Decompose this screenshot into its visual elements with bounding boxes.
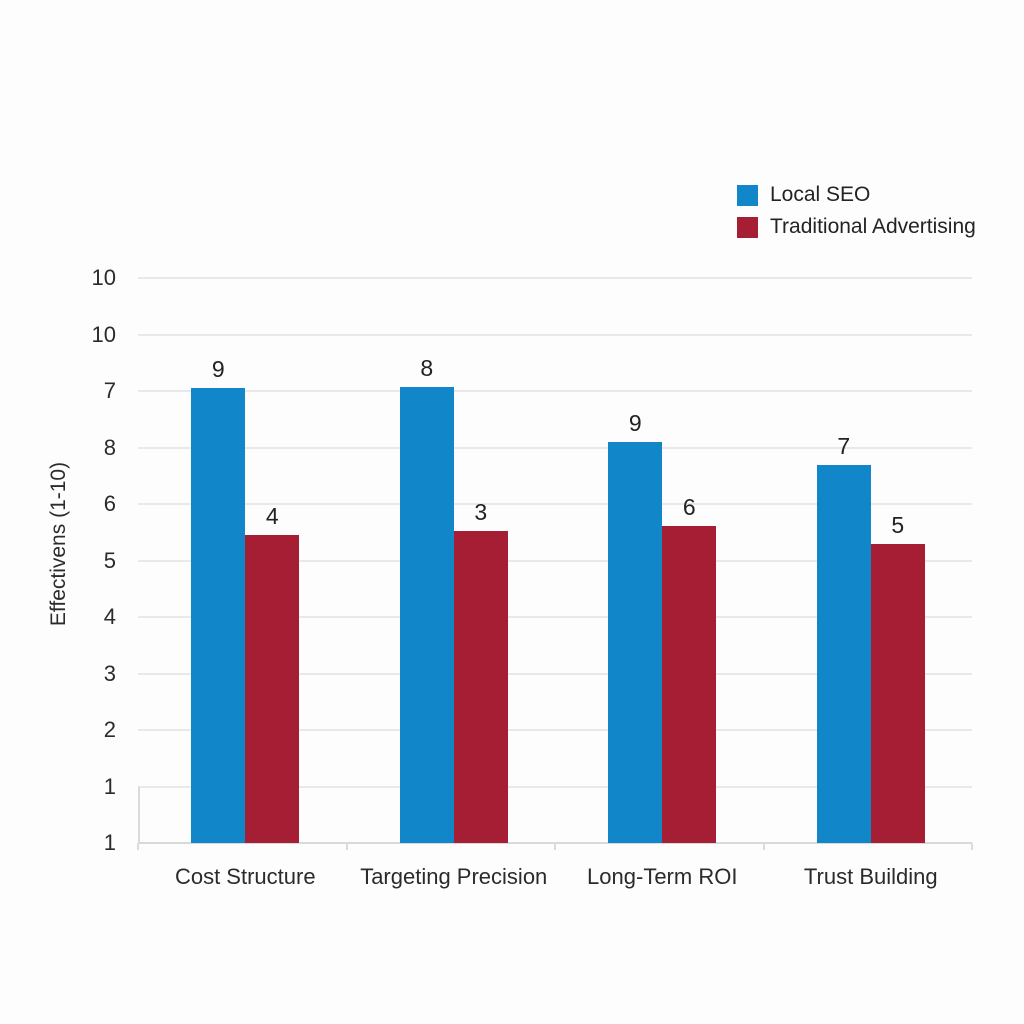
y-tick-label: 4 <box>103 604 116 629</box>
legend-swatch-icon <box>737 216 758 238</box>
x-axis-tick <box>554 843 556 850</box>
bar-value-label: 5 <box>891 512 905 539</box>
y-tick-label: 1 <box>103 830 116 855</box>
y-tick-label: 6 <box>103 491 116 516</box>
y-tick-label: 10 <box>91 321 116 347</box>
gridline <box>138 672 972 675</box>
legend-item: Local SEO <box>737 184 976 206</box>
y-tick-label: 1 <box>103 773 116 799</box>
y-tick-label: 10 <box>91 265 116 290</box>
bar-value-label: 9 <box>211 356 225 383</box>
y-axis-title: Effectivens (1-10) <box>47 461 70 627</box>
y-axis-line <box>138 786 140 843</box>
gridline <box>138 559 972 562</box>
bar-local-seo <box>399 387 454 843</box>
bar-traditional-advertising <box>453 531 508 843</box>
bar-value-label: 7 <box>837 433 851 460</box>
legend-item: Traditional Advertising <box>737 216 976 238</box>
bar-traditional-advertising <box>870 544 925 843</box>
legend-label: Local SEO <box>770 183 871 206</box>
bar-value-label: 8 <box>420 355 434 382</box>
gridline <box>138 277 972 279</box>
legend-swatch-icon <box>737 184 758 206</box>
gridline <box>138 785 972 788</box>
y-tick-label: 2 <box>103 717 116 742</box>
bar-local-seo <box>191 388 246 843</box>
bar-traditional-advertising <box>662 526 717 843</box>
bar-traditional-advertising <box>245 535 300 843</box>
y-tick-label: 8 <box>103 434 116 460</box>
gridline <box>138 616 972 618</box>
bar-value-label: 6 <box>682 494 696 521</box>
legend-label: Traditional Advertising <box>770 215 976 238</box>
x-axis-tick <box>345 843 348 850</box>
x-axis-tick <box>137 843 139 850</box>
gridline <box>138 729 972 731</box>
y-tick-label: 7 <box>103 378 116 403</box>
chart-legend: Local SEO Traditional Advertising <box>737 184 976 248</box>
x-axis-tick <box>762 843 765 850</box>
x-category-label: Trust Building <box>803 864 938 889</box>
plot-area: 9 4 8 3 9 6 7 5 <box>137 277 973 850</box>
x-category-label: Long-Term ROI <box>587 864 738 889</box>
bar-local-seo <box>608 441 663 843</box>
y-tick-label: 3 <box>103 660 116 686</box>
x-axis-tick <box>971 843 973 850</box>
x-category-label: Cost Structure <box>174 864 316 889</box>
gridline <box>138 390 972 392</box>
gridline <box>138 333 972 336</box>
bar-value-label: 3 <box>474 499 488 526</box>
bar-value-label: 9 <box>628 409 642 436</box>
bar-value-label: 4 <box>265 503 279 530</box>
gridline <box>138 446 972 449</box>
bar-local-seo <box>816 465 871 843</box>
x-category-label: Targeting Precision <box>360 864 548 889</box>
gridline <box>138 503 972 505</box>
y-tick-label: 5 <box>103 547 116 573</box>
